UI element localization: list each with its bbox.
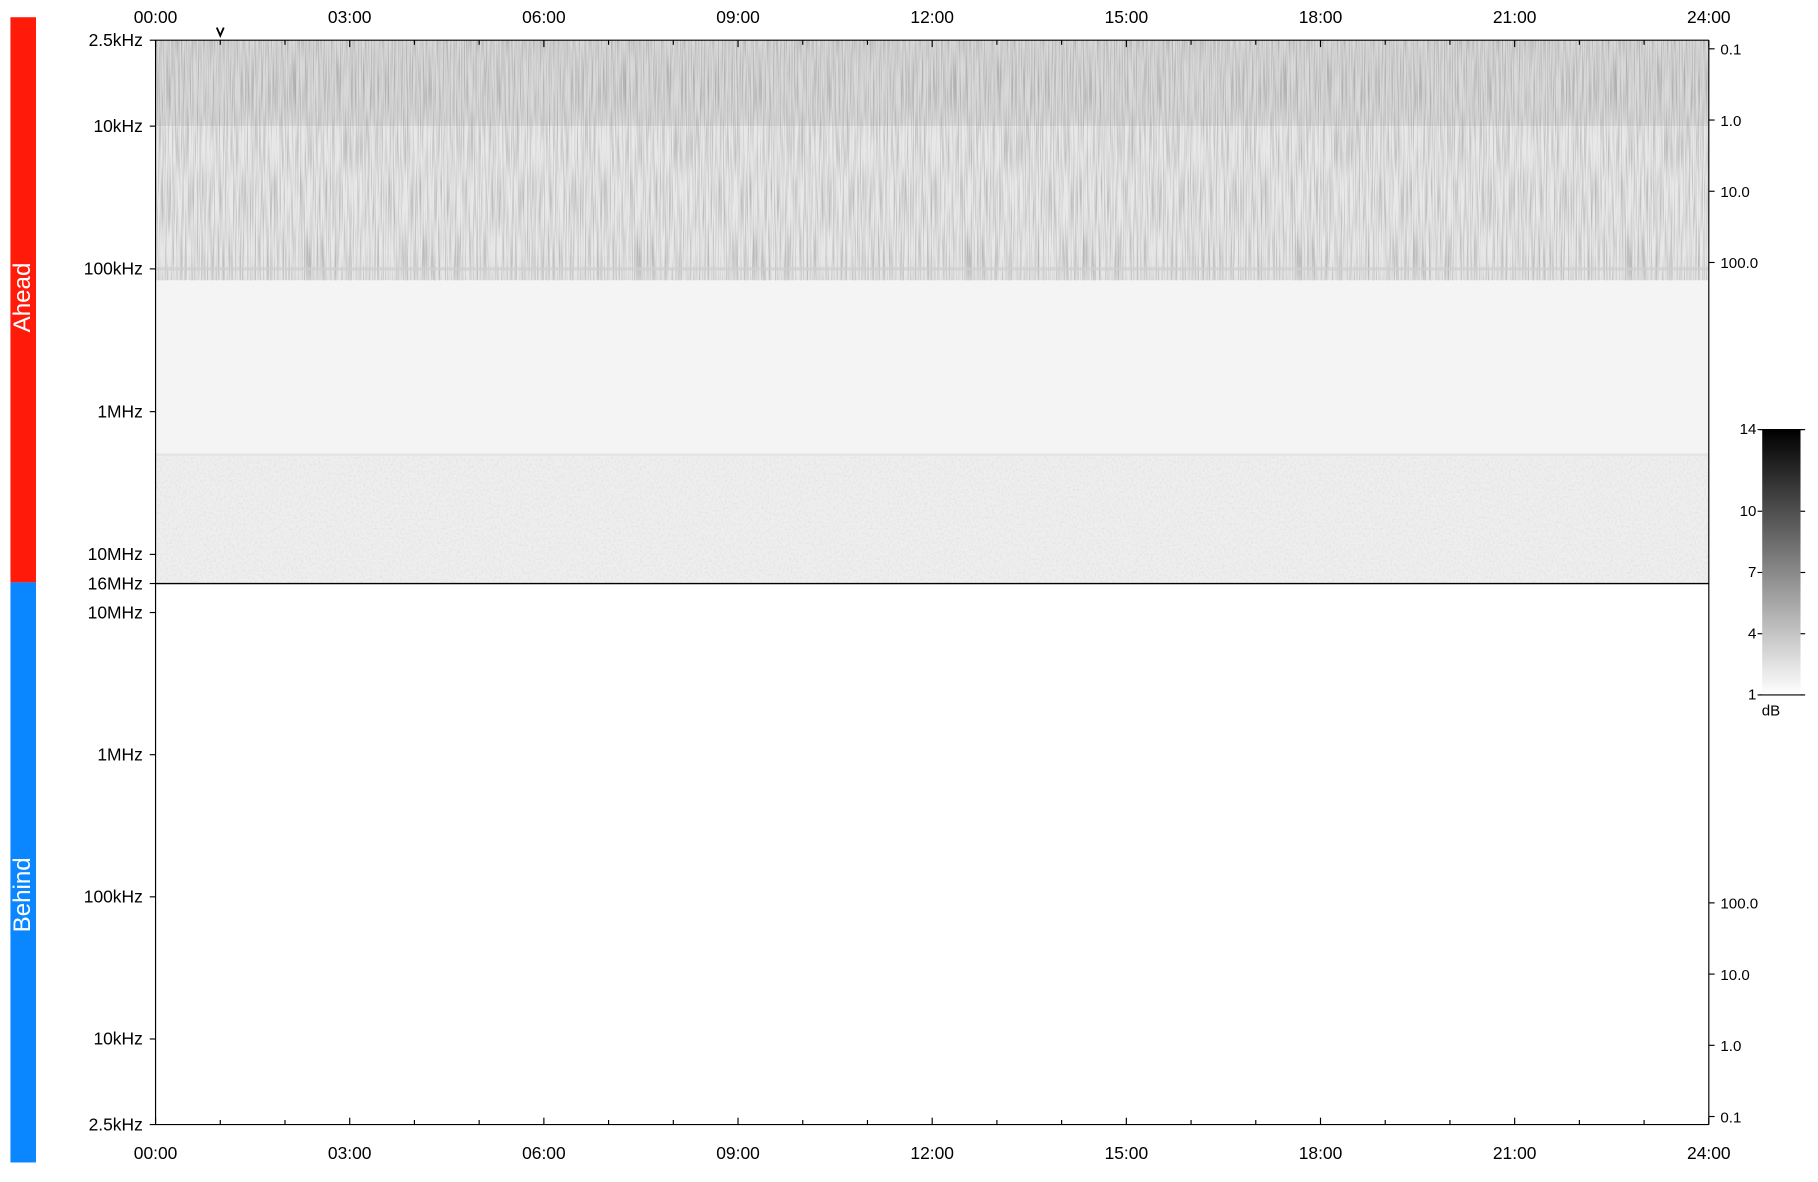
flux-tick-label: 0.1 [1720, 42, 1741, 59]
time-tick-label-bottom: 06:00 [522, 1143, 566, 1163]
freq-tick-label: 10MHz [88, 602, 143, 622]
spectrogram-texture [155, 40, 1709, 281]
time-tick-label-bottom: 21:00 [1493, 1143, 1537, 1163]
time-tick-label-bottom: 09:00 [716, 1143, 760, 1163]
colorbar-tick-label: 4 [1748, 625, 1756, 642]
axis-labels: 00:00 00:00 03:00 03:00 06:00 06:00 09:00 09:00… [84, 7, 1780, 1163]
freq-tick-label: 2.5kHz [89, 30, 143, 50]
time-tick-label-bottom: 00:00 [134, 1143, 178, 1163]
flux-tick-label: 100.0 [1720, 255, 1758, 272]
freq-tick-label: 1MHz [97, 401, 142, 421]
time-tick-label-top: 09:00 [716, 7, 760, 27]
time-tick-label-bottom: 15:00 [1105, 1143, 1149, 1163]
spectrogram-background [155, 40, 1709, 584]
flux-tick-label: 1.0 [1720, 113, 1741, 130]
colorbar-tick-label: 14 [1740, 421, 1757, 438]
freq-tick-label: 1MHz [97, 745, 142, 765]
colorbar-unit-label: dB [1762, 703, 1780, 720]
flux-tick-label: 10.0 [1720, 967, 1749, 984]
freq-tick-label: 10MHz [88, 544, 143, 564]
freq-tick-label: 2.5kHz [89, 1114, 143, 1134]
time-marker [215, 27, 225, 38]
spectrogram-band [155, 453, 1709, 456]
axes [149, 27, 1806, 1126]
freq-tick-label: 10kHz [93, 1029, 142, 1049]
time-tick-label-top: 00:00 [134, 7, 178, 27]
time-tick-label-top: 24:00 [1687, 7, 1731, 27]
flux-tick-label: 1.0 [1720, 1038, 1741, 1055]
flux-tick-label: 100.0 [1720, 896, 1758, 913]
freq-tick-label: 100kHz [84, 259, 143, 279]
flux-tick-label: 10.0 [1720, 184, 1749, 201]
colorbar-tick-label: 10 [1740, 503, 1757, 520]
colorbar-tick-label: 1 [1748, 687, 1756, 704]
time-tick-label-bottom: 18:00 [1299, 1143, 1343, 1163]
freq-tick-label: 10kHz [93, 116, 142, 136]
behind-panel-bar [10, 582, 36, 1163]
ahead-panel-bar [10, 17, 36, 583]
freq-tick-label: 100kHz [84, 887, 143, 907]
time-tick-label-top: 18:00 [1299, 7, 1343, 27]
time-tick-label-top: 21:00 [1493, 7, 1537, 27]
time-tick-label-top: 15:00 [1105, 7, 1149, 27]
freq-tick-label: 16MHz [88, 573, 143, 593]
time-tick-label-bottom: 24:00 [1687, 1143, 1731, 1163]
time-tick-label-top: 06:00 [522, 7, 566, 27]
flux-tick-label: 0.1 [1720, 1109, 1741, 1126]
time-tick-label-top: 03:00 [328, 7, 372, 27]
time-tick-label-bottom: 03:00 [328, 1143, 372, 1163]
time-tick-label-bottom: 12:00 [910, 1143, 954, 1163]
spectrogram-band [155, 280, 1709, 455]
colorbar [1762, 429, 1801, 695]
time-tick-label-top: 12:00 [910, 7, 954, 27]
colorbar-tick-label: 7 [1748, 564, 1756, 581]
spectrogram-texture [155, 454, 1709, 584]
